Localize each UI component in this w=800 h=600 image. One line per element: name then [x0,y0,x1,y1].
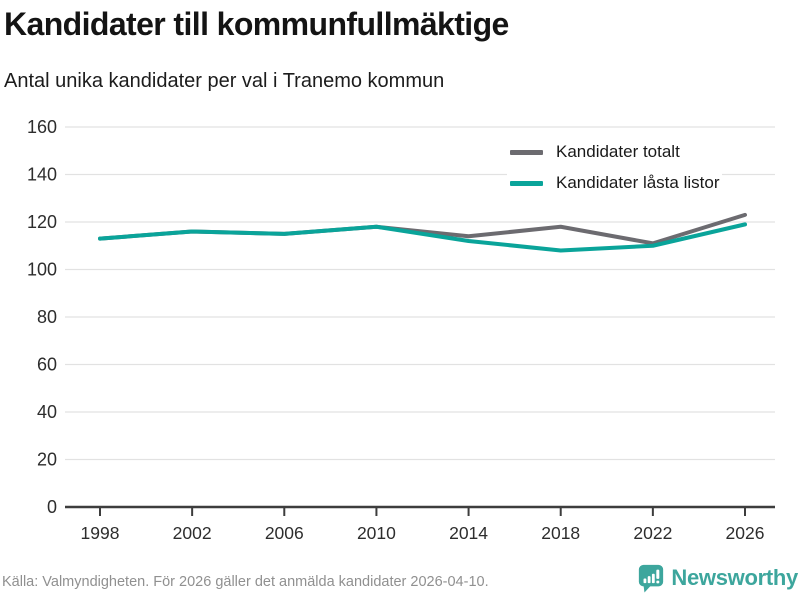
x-axis-label: 2018 [541,523,580,543]
y-axis-label: 160 [27,117,57,137]
y-axis-label: 0 [47,497,57,517]
legend-label-totalt: Kandidater totalt [556,142,680,161]
chart-title: Kandidater till kommunfullmäktige [4,6,509,42]
y-axis-label: 100 [27,260,57,280]
newsworthy-logo: Newsworthy [637,562,798,594]
x-axis-label: 2022 [633,523,672,543]
x-axis-label: 1998 [81,523,120,543]
legend-swatch-totalt [510,149,543,155]
x-axis-label: 2006 [265,523,304,543]
chart-subtitle: Antal unika kandidater per val i Tranemo… [4,70,445,92]
newsworthy-logo-icon [639,564,664,593]
legend-swatch-lasta-listor [510,180,543,186]
x-axis-label: 2026 [726,523,765,543]
y-axis-label: 80 [37,307,57,327]
series-line-1 [98,222,747,253]
series-line-0 [98,212,747,246]
y-axis-label: 60 [37,355,57,375]
y-axis-label: 20 [37,450,57,470]
legend-item-totalt: Kandidater totalt [510,140,719,164]
legend-label-lasta-listor: Kandidater låsta listor [556,173,720,192]
y-axis-label: 40 [37,402,57,422]
legend-item-lasta-listor: Kandidater låsta listor [510,171,719,195]
x-axis-label: 2014 [449,523,488,543]
legend: Kandidater totalt Kandidater låsta listo… [507,139,723,196]
line-chart: 0 20 40 60 80 100 120 140 160 1998 2002 2006 2010 201… [27,117,775,543]
x-axis-label: 2002 [173,523,212,543]
y-axis-label: 120 [27,212,57,232]
newsworthy-logo-text: Newsworthy [671,565,798,590]
x-axis-label: 2010 [357,523,396,543]
source-note: Källa: Valmyndigheten. För 2026 gäller d… [2,574,489,590]
y-axis-label: 140 [27,165,57,185]
